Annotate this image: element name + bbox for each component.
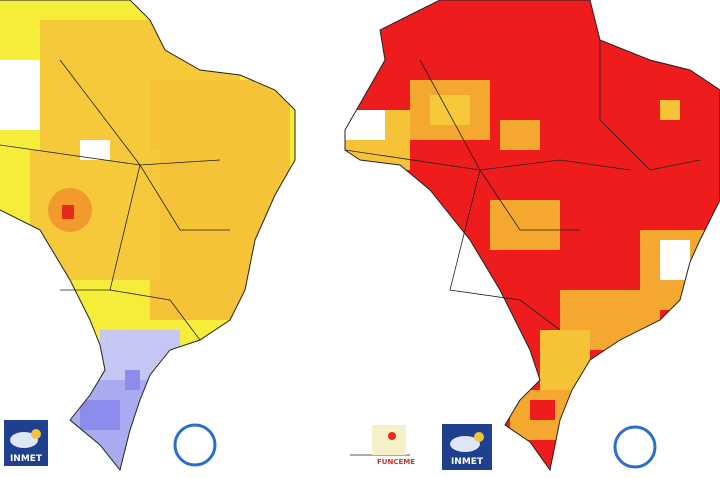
logo-text: INMET bbox=[451, 457, 484, 467]
logo-sun bbox=[474, 432, 484, 442]
logo-text: FUNCEME bbox=[377, 458, 415, 466]
right-map bbox=[345, 0, 720, 470]
logo-text: INMET bbox=[10, 454, 43, 464]
right-border bbox=[344, 0, 720, 472]
funceme-logo bbox=[372, 425, 406, 455]
inpe-logo bbox=[173, 423, 217, 467]
logo-dot bbox=[388, 432, 396, 440]
logo-sun bbox=[31, 429, 41, 439]
logo-cloud bbox=[450, 436, 480, 452]
right-state-lines bbox=[344, 40, 701, 331]
inpe-logo bbox=[613, 425, 657, 469]
left-border bbox=[0, 0, 296, 472]
left-state-lines bbox=[0, 59, 230, 341]
logo-cloud bbox=[10, 432, 38, 448]
